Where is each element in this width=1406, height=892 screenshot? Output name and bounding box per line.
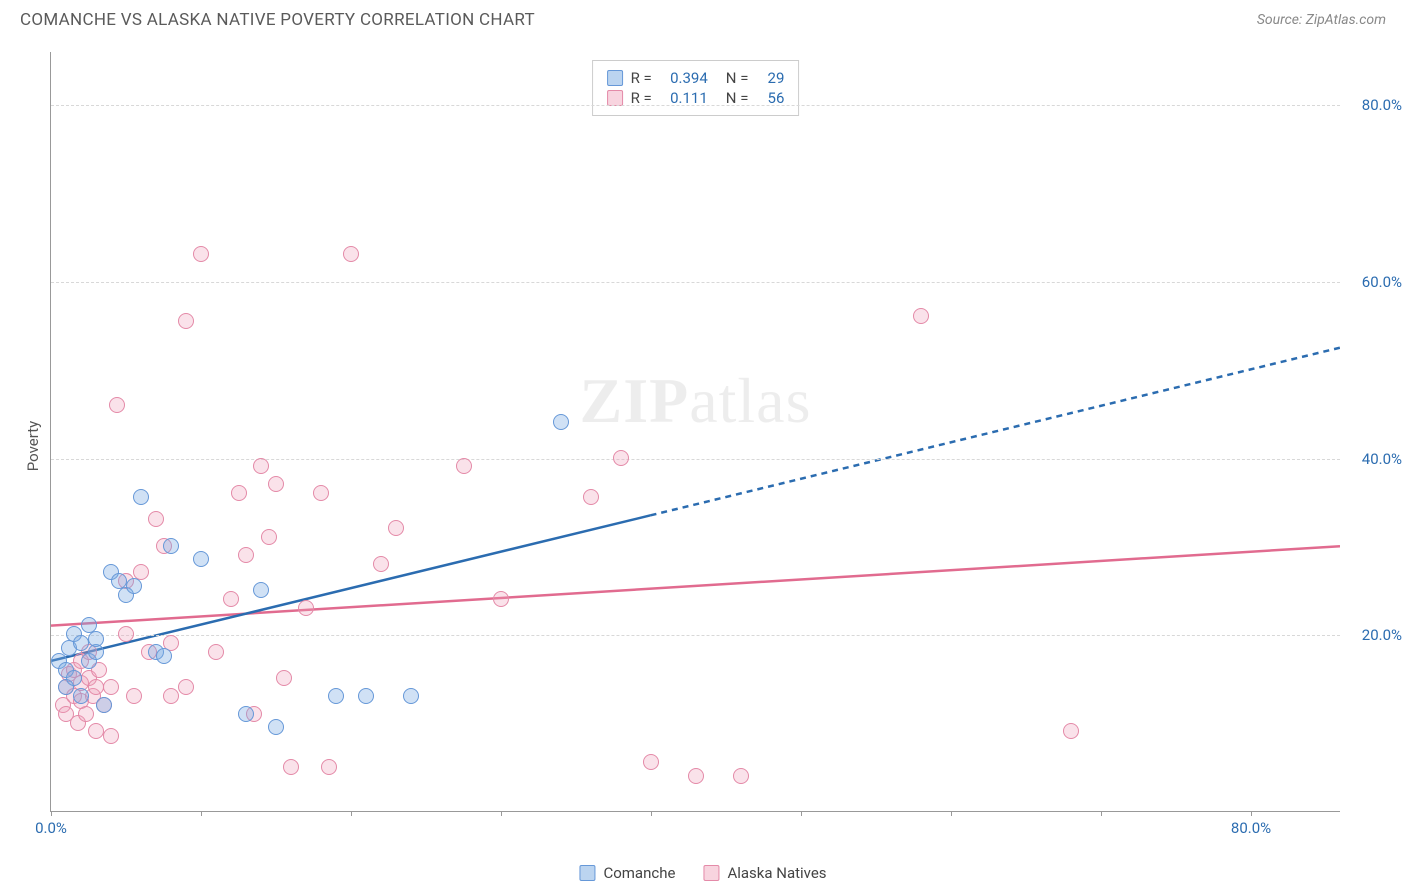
data-point	[163, 688, 179, 704]
data-point	[583, 489, 599, 505]
data-point	[231, 485, 247, 501]
data-point	[913, 308, 929, 324]
correlation-legend: R = 0.394 N = 29 R = 0.111 N = 56	[592, 60, 800, 116]
data-point	[96, 697, 112, 713]
data-point	[163, 538, 179, 554]
chart-header: COMANCHE VS ALASKA NATIVE POVERTY CORREL…	[0, 0, 1406, 38]
data-point	[126, 688, 142, 704]
chart-title: COMANCHE VS ALASKA NATIVE POVERTY CORREL…	[20, 10, 535, 30]
series-legend: Comanche Alaska Natives	[579, 864, 826, 882]
data-point	[328, 688, 344, 704]
data-point	[73, 688, 89, 704]
data-point	[178, 679, 194, 695]
watermark: ZIPatlas	[580, 364, 812, 438]
x-tick-label: 0.0%	[35, 819, 67, 837]
chart-plot-area: ZIPatlas R = 0.394 N = 29 R = 0.111 N = …	[50, 52, 1340, 812]
y-tick-label: 80.0%	[1362, 96, 1402, 114]
x-tick	[201, 811, 202, 816]
data-point	[313, 485, 329, 501]
data-point	[156, 648, 172, 664]
x-tick	[1101, 811, 1102, 816]
data-point	[373, 556, 389, 572]
data-point	[238, 547, 254, 563]
data-point	[358, 688, 374, 704]
data-point	[1063, 723, 1079, 739]
data-point	[88, 631, 104, 647]
data-point	[193, 551, 209, 567]
watermark-right: atlas	[689, 365, 811, 436]
data-point	[193, 246, 209, 262]
x-tick	[951, 811, 952, 816]
data-point	[126, 578, 142, 594]
x-tick	[501, 811, 502, 816]
data-point	[109, 397, 125, 413]
x-tick-label: 80.0%	[1231, 819, 1271, 837]
chart-source: Source: ZipAtlas.com	[1257, 12, 1386, 28]
data-point	[103, 679, 119, 695]
comanche-n-value: 29	[756, 69, 784, 87]
legend-item-comanche: Comanche	[579, 864, 675, 882]
data-point	[553, 414, 569, 430]
data-point	[733, 768, 749, 784]
data-point	[238, 706, 254, 722]
legend-item-alaska: Alaska Natives	[703, 864, 826, 882]
comanche-r-value: 0.394	[660, 69, 708, 87]
x-tick	[1251, 811, 1252, 816]
data-point	[223, 591, 239, 607]
data-point	[73, 635, 89, 651]
swatch-pink-icon	[607, 90, 623, 106]
x-tick	[651, 811, 652, 816]
data-point	[148, 511, 164, 527]
r-label: R =	[631, 69, 652, 87]
legend-label: Comanche	[603, 864, 675, 882]
swatch-blue-icon	[579, 865, 595, 881]
y-axis-label: Poverty	[24, 421, 42, 471]
data-point	[268, 476, 284, 492]
data-point	[66, 670, 82, 686]
x-tick	[51, 811, 52, 816]
data-point	[253, 582, 269, 598]
data-point	[493, 591, 509, 607]
data-point	[688, 768, 704, 784]
data-point	[321, 759, 337, 775]
data-point	[403, 688, 419, 704]
gridline	[51, 282, 1340, 283]
data-point	[276, 670, 292, 686]
y-tick-label: 20.0%	[1362, 626, 1402, 644]
data-point	[133, 489, 149, 505]
data-point	[343, 246, 359, 262]
x-tick	[801, 811, 802, 816]
data-point	[178, 313, 194, 329]
gridline	[51, 105, 1340, 106]
data-point	[88, 679, 104, 695]
data-point	[283, 759, 299, 775]
y-tick-label: 40.0%	[1362, 450, 1402, 468]
data-point	[78, 706, 94, 722]
legend-label: Alaska Natives	[727, 864, 826, 882]
swatch-blue-icon	[607, 70, 623, 86]
data-point	[118, 626, 134, 642]
gridline	[51, 459, 1340, 460]
watermark-left: ZIP	[580, 365, 690, 436]
data-point	[253, 458, 269, 474]
data-point	[388, 520, 404, 536]
correlation-row-comanche: R = 0.394 N = 29	[607, 69, 785, 87]
gridline	[51, 635, 1340, 636]
data-point	[643, 754, 659, 770]
x-tick	[351, 811, 352, 816]
data-point	[261, 529, 277, 545]
data-point	[298, 600, 314, 616]
data-point	[208, 644, 224, 660]
data-point	[456, 458, 472, 474]
swatch-pink-icon	[703, 865, 719, 881]
n-label: N =	[726, 69, 749, 87]
data-point	[103, 728, 119, 744]
data-point	[88, 723, 104, 739]
trend-lines-svg	[51, 52, 1340, 811]
y-tick-label: 60.0%	[1362, 273, 1402, 291]
data-point	[268, 719, 284, 735]
data-point	[613, 450, 629, 466]
